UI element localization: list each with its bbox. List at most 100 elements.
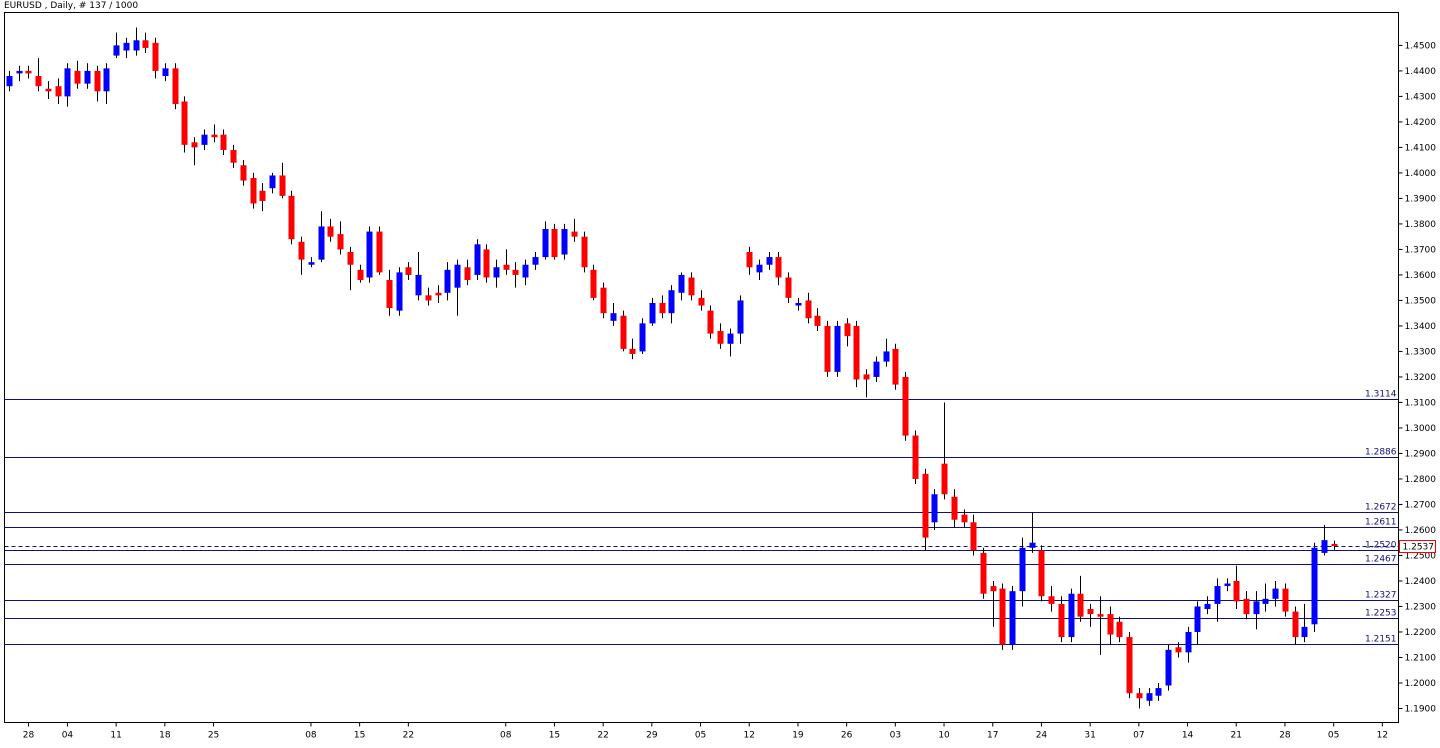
candle-body <box>162 68 169 77</box>
candle-body <box>366 231 373 278</box>
candle-body <box>707 310 714 334</box>
candle-body <box>620 315 627 349</box>
candle-body <box>1214 586 1221 604</box>
x-tick-label: 05 <box>1328 731 1339 741</box>
candle-body <box>211 134 218 138</box>
candle-body <box>1126 637 1133 694</box>
candle-body <box>1155 688 1162 696</box>
level-label: 1.3114 <box>1365 390 1397 400</box>
candle-body <box>435 292 442 296</box>
x-tick-label: 03 <box>890 731 901 741</box>
candle-body <box>951 496 958 520</box>
x-tick-label: 21 <box>1231 731 1242 741</box>
candle-body <box>1204 603 1211 610</box>
candle-body <box>512 269 519 275</box>
candle-body <box>1068 593 1075 638</box>
candle-body <box>766 257 773 265</box>
candle-body <box>191 142 198 148</box>
candle-body <box>133 40 140 51</box>
candle-body <box>931 494 938 523</box>
candle-body <box>55 86 62 97</box>
candle-body <box>298 241 305 260</box>
candle-body <box>327 226 334 237</box>
candle-body <box>6 76 13 87</box>
candle-body <box>551 229 558 258</box>
candle-body <box>610 313 617 321</box>
x-tick-label: 07 <box>1133 731 1144 741</box>
candle-body <box>74 70 81 84</box>
candle-body <box>814 315 821 326</box>
candle-body <box>288 195 295 240</box>
level-label: 1.2327 <box>1365 591 1397 601</box>
candle-body <box>474 244 481 275</box>
candle-body <box>970 522 977 551</box>
candle-body <box>1331 543 1338 547</box>
y-tick-label: 1.3200 <box>1405 373 1437 383</box>
x-tick-label: 22 <box>597 731 608 741</box>
candle-body <box>259 190 266 201</box>
y-tick-label: 1.3000 <box>1405 424 1437 434</box>
y-tick-label: 1.2000 <box>1405 679 1437 689</box>
candle-body <box>347 251 354 265</box>
candle-body <box>269 175 276 189</box>
candle-body <box>1262 598 1269 604</box>
candle-body <box>1321 540 1328 553</box>
x-tick-label: 05 <box>695 731 706 741</box>
y-tick-label: 1.3900 <box>1405 194 1437 204</box>
candle-body <box>16 70 23 74</box>
candle-body <box>532 257 539 265</box>
candle-body <box>795 302 802 306</box>
candle-body <box>1048 596 1055 604</box>
x-tick-label: 28 <box>1279 731 1291 741</box>
candle-body <box>1077 593 1084 617</box>
candle-body <box>1233 580 1240 602</box>
x-tick-label: 29 <box>646 731 658 741</box>
x-tick-label: 08 <box>500 731 512 741</box>
candle-body <box>961 514 968 523</box>
candle-body <box>1185 631 1192 653</box>
y-tick-label: 1.2600 <box>1405 526 1437 536</box>
candle-body <box>1165 649 1172 686</box>
x-tick-label: 22 <box>403 731 414 741</box>
level-label: 1.2520 <box>1365 541 1397 551</box>
candle-body <box>727 333 734 344</box>
y-tick-label: 1.4500 <box>1405 41 1437 51</box>
candle-body <box>571 231 578 237</box>
x-tick-label: 12 <box>744 731 755 741</box>
candle-body <box>844 323 851 337</box>
candle-body <box>172 68 179 105</box>
candle-body <box>1029 542 1036 548</box>
level-label: 1.2467 <box>1365 555 1397 565</box>
candle-body <box>737 300 744 334</box>
candle-body <box>396 272 403 311</box>
candle-body <box>1253 601 1260 615</box>
candle-body <box>912 435 919 479</box>
candle-body <box>493 267 500 278</box>
candle-body <box>581 236 588 268</box>
y-tick-label: 1.3500 <box>1405 296 1437 306</box>
candle-body <box>883 351 890 362</box>
y-tick-label: 1.2500 <box>1405 551 1437 561</box>
candle-body <box>1058 603 1065 638</box>
candle-body <box>1301 626 1308 638</box>
level-label: 1.2672 <box>1365 503 1397 513</box>
candle-body <box>1282 588 1289 612</box>
candle-body <box>590 269 597 298</box>
candle-body <box>1116 621 1123 638</box>
y-tick-label: 1.2800 <box>1405 475 1437 485</box>
level-label: 1.2886 <box>1365 448 1397 458</box>
y-tick-label: 1.1900 <box>1405 704 1437 714</box>
candle-body <box>45 88 52 92</box>
candle-body <box>863 374 870 380</box>
y-tick-label: 1.4100 <box>1405 143 1437 153</box>
candle-body <box>337 234 344 250</box>
candle-body <box>25 70 32 74</box>
candle-body <box>922 473 929 538</box>
x-tick-label: 04 <box>62 731 74 741</box>
candle-body <box>746 251 753 268</box>
x-tick-label: 19 <box>792 731 804 741</box>
candle-body <box>64 68 71 97</box>
candle-body <box>668 290 675 314</box>
candle-body <box>308 262 315 265</box>
x-tick-label: 28 <box>23 731 35 741</box>
